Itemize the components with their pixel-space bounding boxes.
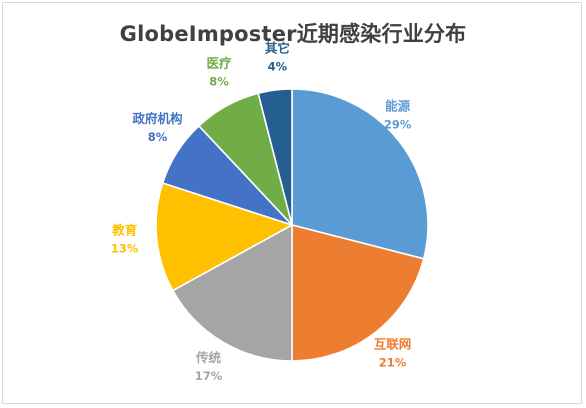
slice-percent-label: 8% <box>148 130 168 144</box>
pie-slice <box>171 223 293 362</box>
slice-category-label: 教育 <box>111 222 138 237</box>
pie-slice <box>291 223 425 362</box>
slice-category-label: 能源 <box>385 99 411 114</box>
slice-category-label: 政府机构 <box>132 111 182 126</box>
slice-percent-label: 13% <box>111 241 139 255</box>
slice-category-label: 其它 <box>265 40 290 55</box>
pie-slice <box>257 88 293 226</box>
slice-percent-label: 8% <box>209 74 229 88</box>
pie-slice <box>291 88 429 260</box>
pie-slice <box>155 181 295 292</box>
slice-category-label: 医疗 <box>206 55 232 70</box>
slice-percent-label: 21% <box>379 356 407 370</box>
slice-percent-label: 29% <box>384 118 412 132</box>
slice-percent-label: 17% <box>195 369 223 383</box>
slice-percent-label: 4% <box>268 59 288 73</box>
chart-title: GlobeImposter近期感染行业分布 <box>119 22 467 46</box>
slice-category-label: 互联网 <box>374 337 412 352</box>
slice-category-label: 传统 <box>195 350 222 365</box>
